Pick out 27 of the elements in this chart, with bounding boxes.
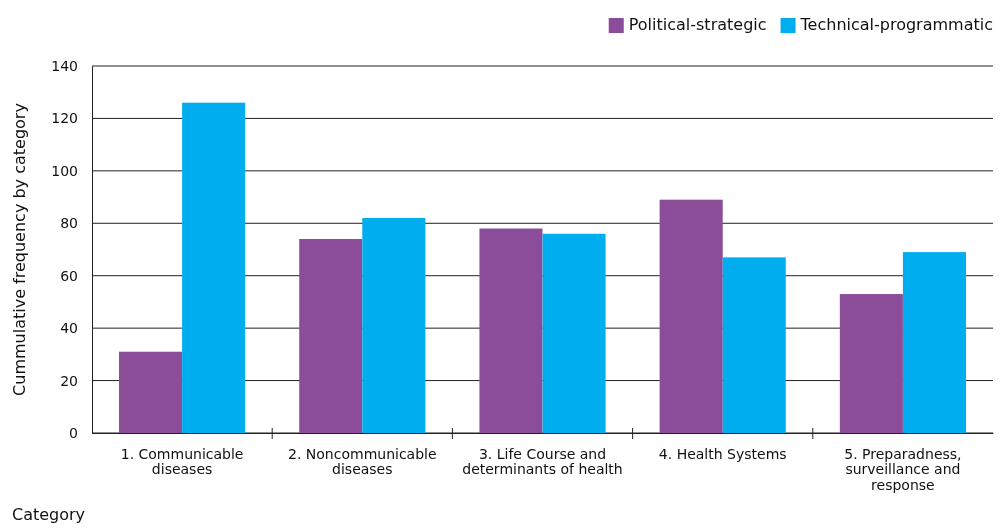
bar	[722, 257, 786, 433]
y-tick-label: 80	[60, 215, 78, 232]
x-tick-label: 5. Preparadness, surveillance and response	[844, 446, 962, 493]
bar	[479, 228, 543, 433]
x-tick-label: 4. Health Systems	[658, 446, 787, 462]
bar	[659, 199, 723, 433]
y-tick-label: 120	[51, 110, 78, 127]
y-tick-label: 20	[60, 372, 78, 389]
bar	[362, 218, 426, 433]
y-tick-label: 140	[51, 57, 78, 74]
x-axis-title: Category	[12, 505, 86, 524]
bar	[299, 239, 363, 433]
bar	[182, 102, 246, 433]
bar	[542, 233, 606, 433]
bar	[902, 252, 966, 433]
y-tick-label: 0	[69, 424, 78, 441]
legend-label: Technical-programmatic	[799, 15, 993, 34]
legend-label: Political-strategic	[628, 15, 767, 34]
x-tick-label: 1. Communicable diseases	[120, 446, 244, 478]
y-tick-label: 60	[60, 267, 78, 284]
y-axis-title: Cummulative frequency by category	[10, 103, 29, 396]
x-tick-label: 2. Noncommunicable diseases	[288, 446, 437, 478]
y-tick-label: 100	[51, 162, 78, 179]
bar	[839, 294, 903, 433]
bar	[119, 351, 183, 433]
x-tick-label: 3. Life Course and determinants of health	[462, 446, 623, 478]
y-tick-label: 40	[60, 320, 78, 337]
